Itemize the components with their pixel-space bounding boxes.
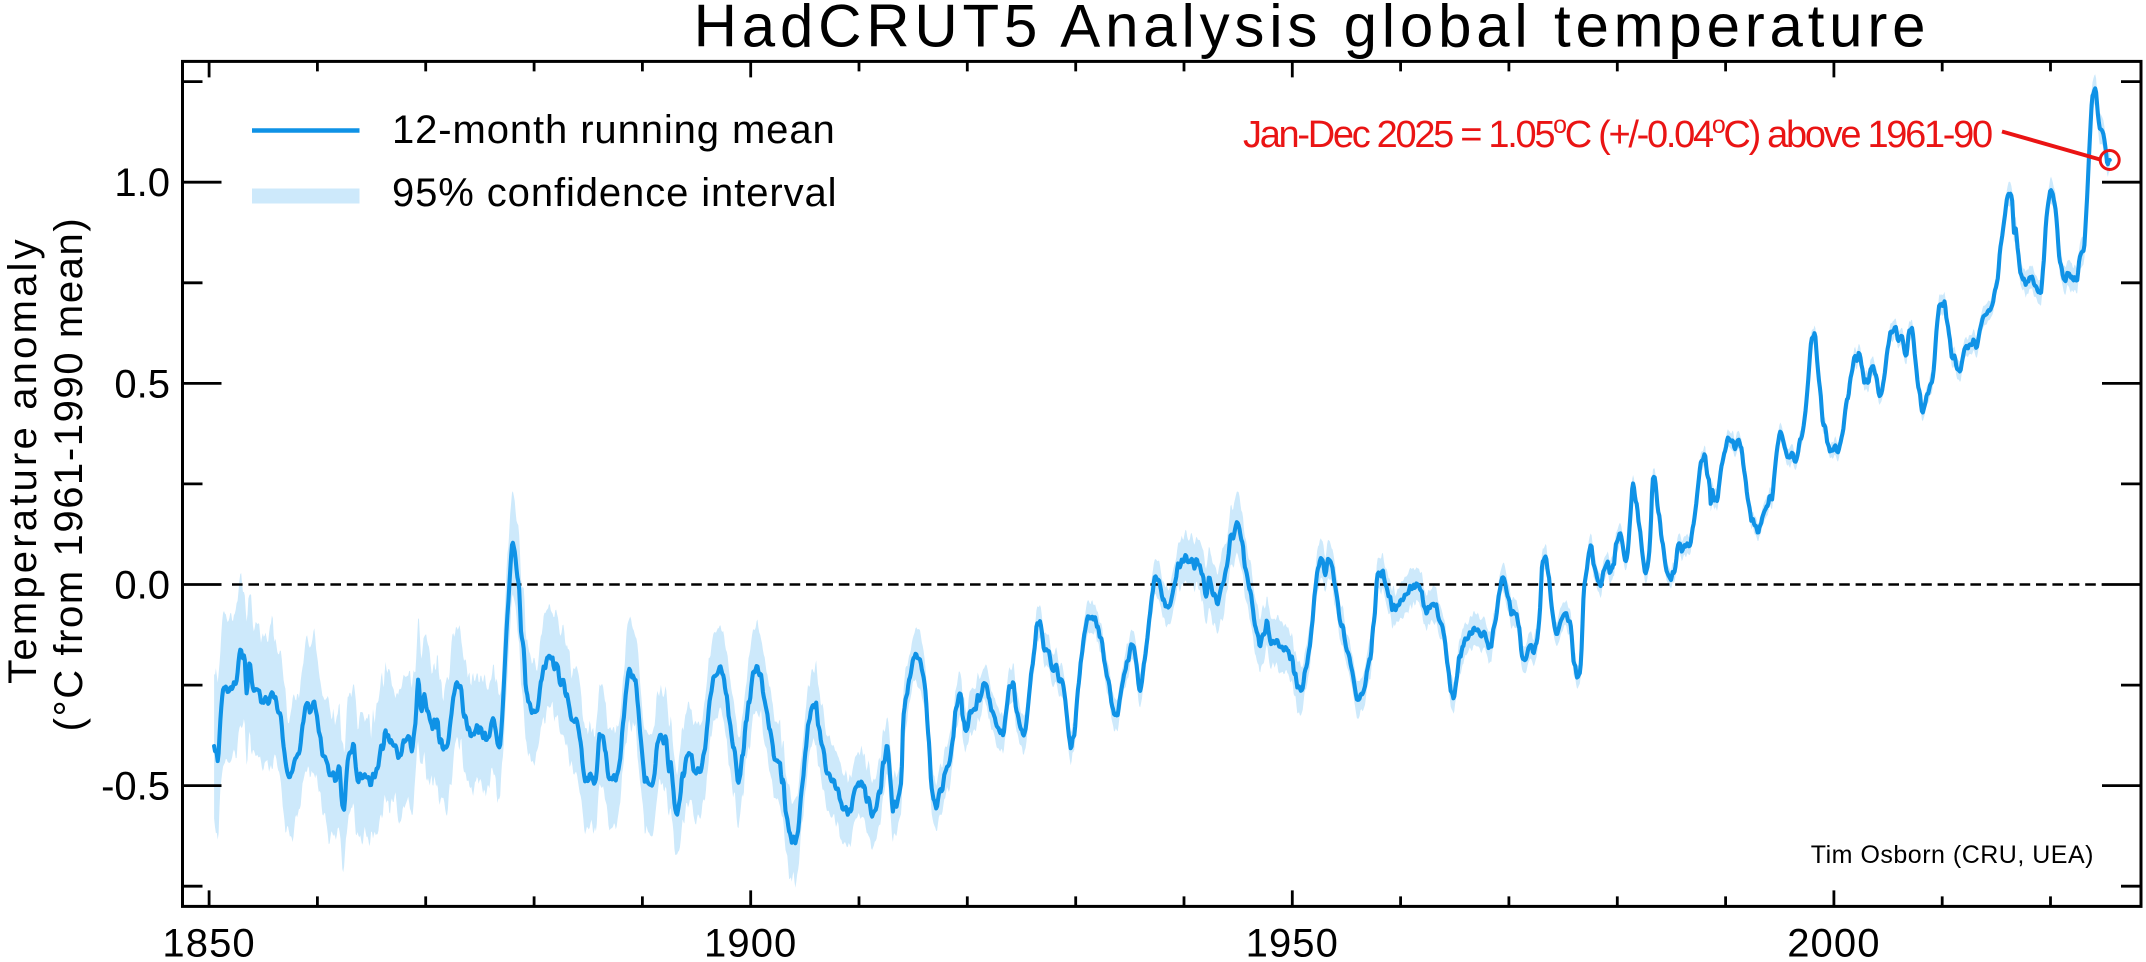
svg-text:1.0: 1.0: [114, 161, 170, 205]
svg-text:95% confidence interval: 95% confidence interval: [392, 171, 837, 215]
svg-text:HadCRUT5 Analysis global tempe: HadCRUT5 Analysis global temperature: [694, 0, 1931, 60]
svg-text:-0.5: -0.5: [101, 765, 170, 809]
svg-text:(°C from 1961-1990 mean): (°C from 1961-1990 mean): [47, 217, 91, 732]
svg-text:1900: 1900: [704, 922, 797, 962]
svg-text:0.5: 0.5: [114, 362, 170, 406]
svg-text:12-month running mean: 12-month running mean: [392, 108, 836, 152]
svg-text:Tim Osborn (CRU, UEA): Tim Osborn (CRU, UEA): [1811, 841, 2094, 869]
svg-text:2000: 2000: [1787, 922, 1880, 962]
svg-text:0.0: 0.0: [114, 564, 170, 608]
svg-text:Jan-Dec 2025 = 1.05oC (+/-0.04: Jan-Dec 2025 = 1.05oC (+/-0.04oC) above …: [1243, 111, 1992, 156]
svg-text:Temperature anomaly: Temperature anomaly: [1, 236, 45, 684]
svg-text:1950: 1950: [1246, 922, 1339, 962]
svg-text:1850: 1850: [162, 922, 255, 962]
